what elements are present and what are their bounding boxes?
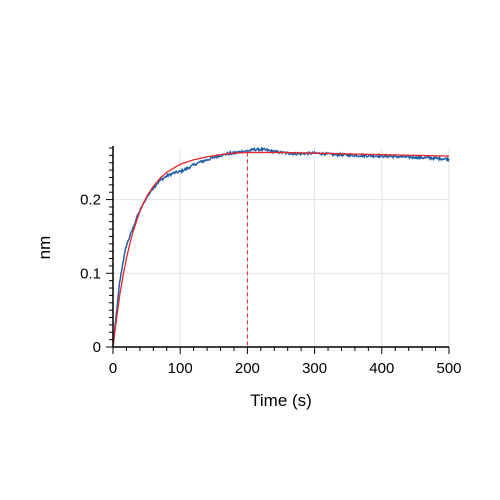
x-tick-label: 200 (235, 360, 260, 377)
series-group (112, 146, 450, 348)
x-tick-label: 0 (109, 360, 117, 377)
x-axis-title: Time (s) (250, 391, 312, 410)
x-tick-label: 500 (436, 360, 461, 377)
series-line-measured (112, 146, 450, 347)
x-tick-label: 400 (369, 360, 394, 377)
x-tick-label: 300 (302, 360, 327, 377)
y-axis-title: nm (35, 236, 54, 260)
tick-labels-group: 0 100 200 300 400 500 0 0.1 0.2 (80, 192, 461, 377)
y-tick-label: 0 (93, 339, 101, 356)
y-tick-label: 0.1 (80, 265, 101, 282)
series-line-fit (112, 151, 450, 348)
ticks-group (106, 147, 450, 354)
y-tick-label: 0.2 (80, 192, 101, 209)
x-tick-label: 100 (168, 360, 193, 377)
axes-group (112, 146, 449, 348)
